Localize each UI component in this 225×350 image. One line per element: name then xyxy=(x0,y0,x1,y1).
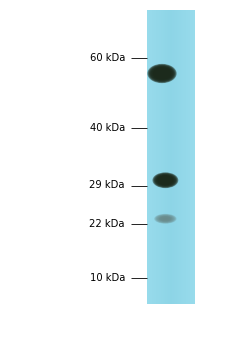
Ellipse shape xyxy=(160,177,170,183)
Ellipse shape xyxy=(149,65,175,82)
Ellipse shape xyxy=(150,65,174,82)
Text: 40 kDa: 40 kDa xyxy=(90,123,125,133)
Ellipse shape xyxy=(155,174,176,187)
Ellipse shape xyxy=(157,175,174,186)
Text: 22 kDa: 22 kDa xyxy=(89,219,125,229)
Ellipse shape xyxy=(159,216,171,222)
Ellipse shape xyxy=(154,173,177,187)
Ellipse shape xyxy=(161,217,170,220)
Ellipse shape xyxy=(160,72,164,75)
Ellipse shape xyxy=(162,178,169,182)
Ellipse shape xyxy=(164,179,167,181)
Ellipse shape xyxy=(153,68,171,79)
Ellipse shape xyxy=(162,217,169,220)
Ellipse shape xyxy=(155,69,169,78)
Ellipse shape xyxy=(154,68,170,79)
Ellipse shape xyxy=(157,215,174,223)
Ellipse shape xyxy=(161,73,163,74)
Ellipse shape xyxy=(157,215,173,222)
Text: 10 kDa: 10 kDa xyxy=(90,273,125,283)
Ellipse shape xyxy=(161,178,170,183)
Ellipse shape xyxy=(148,64,176,83)
Ellipse shape xyxy=(162,217,169,220)
Ellipse shape xyxy=(156,70,168,77)
Ellipse shape xyxy=(163,179,168,182)
Ellipse shape xyxy=(162,178,168,182)
Ellipse shape xyxy=(153,173,178,188)
Text: 29 kDa: 29 kDa xyxy=(89,181,125,190)
Text: 60 kDa: 60 kDa xyxy=(90,53,125,63)
Ellipse shape xyxy=(158,176,173,185)
Ellipse shape xyxy=(158,216,172,222)
Ellipse shape xyxy=(151,66,173,81)
Ellipse shape xyxy=(156,215,175,223)
Ellipse shape xyxy=(158,175,173,185)
Ellipse shape xyxy=(160,216,171,221)
Ellipse shape xyxy=(159,176,172,184)
Ellipse shape xyxy=(160,72,164,75)
Ellipse shape xyxy=(151,66,173,80)
Ellipse shape xyxy=(155,69,169,78)
Ellipse shape xyxy=(155,215,175,223)
Ellipse shape xyxy=(155,214,176,223)
Ellipse shape xyxy=(156,175,175,186)
Ellipse shape xyxy=(158,71,166,76)
Ellipse shape xyxy=(158,216,173,222)
Ellipse shape xyxy=(157,70,167,77)
Ellipse shape xyxy=(154,214,177,224)
Ellipse shape xyxy=(159,71,165,76)
Ellipse shape xyxy=(160,177,171,184)
Ellipse shape xyxy=(147,64,177,83)
Ellipse shape xyxy=(155,174,176,186)
Ellipse shape xyxy=(152,67,172,80)
Ellipse shape xyxy=(159,216,172,222)
Ellipse shape xyxy=(153,173,178,188)
Ellipse shape xyxy=(158,176,173,184)
Ellipse shape xyxy=(154,68,170,79)
Ellipse shape xyxy=(160,217,170,221)
